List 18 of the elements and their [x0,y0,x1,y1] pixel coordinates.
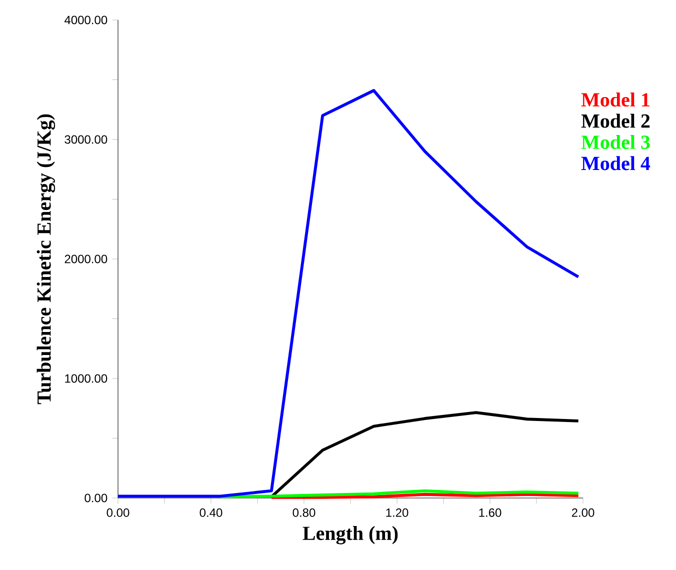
y-tick-label: 2000.00 [64,254,108,264]
text: Model 3 [581,134,650,149]
y-tick-label: 4000.00 [64,16,108,24]
text: Model 2 [581,114,650,128]
y-axis-title: Turbulence Kinetic Energy (J/Kg) [36,114,56,404]
x-tick-label: 1.20 [386,508,408,517]
y-tick-label: 1000.00 [65,374,108,383]
y-tick-label: 0.00 [84,494,108,502]
line-series [116,89,580,498]
text: Model 4 [581,156,650,170]
text: Model 1 [581,92,650,107]
x-tick-label: 0.80 [292,508,316,517]
x-tick-label: 0.00 [106,508,130,517]
y-tick-label: 3000.00 [64,135,108,144]
x-tick-label: 2.00 [572,508,594,517]
x-axis-title: Length (m) [302,526,398,544]
x-tick-label: 0.40 [200,508,222,517]
x-tick-label: 1.60 [479,508,502,517]
